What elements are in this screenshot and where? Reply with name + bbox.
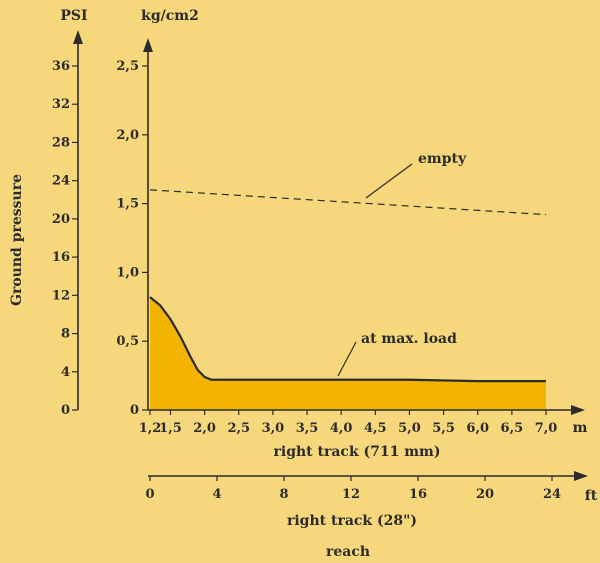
- series-line-empty: [150, 190, 546, 215]
- reach-caption: reach: [326, 544, 370, 560]
- psi-tick-label: 20: [52, 212, 70, 227]
- psi-tick-label: 8: [61, 327, 70, 342]
- ft-tick-label: 0: [145, 487, 154, 502]
- m-axis-title: right track (711 mm): [274, 444, 441, 460]
- kg-axis-label: kg/cm2: [141, 8, 199, 24]
- kg-tick-label: 2,0: [116, 128, 139, 143]
- m-tick-label: 1,2: [139, 421, 162, 436]
- kg-tick-label: 2,5: [116, 59, 139, 74]
- m-tick-label: 1,5: [159, 421, 182, 436]
- empty-series-label: empty: [418, 151, 467, 167]
- y-axis-title: Ground pressure: [9, 174, 25, 306]
- m-tick-label: 7,0: [535, 421, 558, 436]
- kg-tick-label: 1,5: [116, 197, 139, 212]
- m-tick-label: 4,0: [330, 421, 353, 436]
- m-tick-label: 6,5: [501, 421, 524, 436]
- ft-tick-label: 4: [212, 487, 221, 502]
- ft-tick-label: 24: [543, 487, 561, 502]
- psi-tick-label: 28: [52, 135, 70, 150]
- m-tick-label: 3,5: [296, 421, 319, 436]
- m-tick-label: 4,5: [364, 421, 387, 436]
- max-load-leader-line: [338, 342, 356, 376]
- m-tick-label: 2,0: [193, 421, 216, 436]
- ft-axis-arrowhead: [574, 471, 588, 481]
- kg-tick-label: 1,0: [116, 265, 139, 280]
- empty-leader-line: [366, 164, 412, 198]
- series-line-max-load: [150, 297, 546, 381]
- psi-axis-label: PSI: [60, 8, 87, 24]
- m-tick-label: 3,0: [262, 421, 285, 436]
- psi-tick-label: 12: [52, 288, 70, 303]
- ft-tick-label: 8: [279, 487, 288, 502]
- m-tick-label: 6,0: [466, 421, 489, 436]
- m-tick-label: 5,5: [432, 421, 455, 436]
- psi-tick-label: 0: [61, 403, 70, 418]
- max-load-series-label: at max. load: [361, 331, 457, 347]
- m-tick-label: 5,0: [398, 421, 421, 436]
- ft-tick-label: 20: [476, 487, 494, 502]
- psi-tick-label: 4: [61, 365, 70, 380]
- m-unit-label: m: [573, 420, 588, 436]
- kg-tick-label: 0,5: [116, 334, 139, 349]
- ft-axis-title: right track (28"): [287, 513, 417, 529]
- psi-tick-label: 32: [52, 97, 70, 112]
- ft-unit-label: ft: [585, 488, 598, 504]
- ft-tick-label: 12: [342, 487, 360, 502]
- m-tick-label: 2,5: [227, 421, 250, 436]
- m-axis-arrowhead: [571, 405, 585, 415]
- kg-axis-arrowhead: [143, 38, 153, 52]
- psi-axis-arrowhead: [73, 30, 83, 44]
- psi-tick-label: 24: [52, 174, 70, 189]
- series-area-max-load: [150, 297, 546, 410]
- psi-tick-label: 16: [52, 250, 70, 265]
- kg-tick-label: 0: [130, 403, 139, 418]
- psi-tick-label: 36: [52, 59, 70, 74]
- ft-tick-label: 16: [409, 487, 427, 502]
